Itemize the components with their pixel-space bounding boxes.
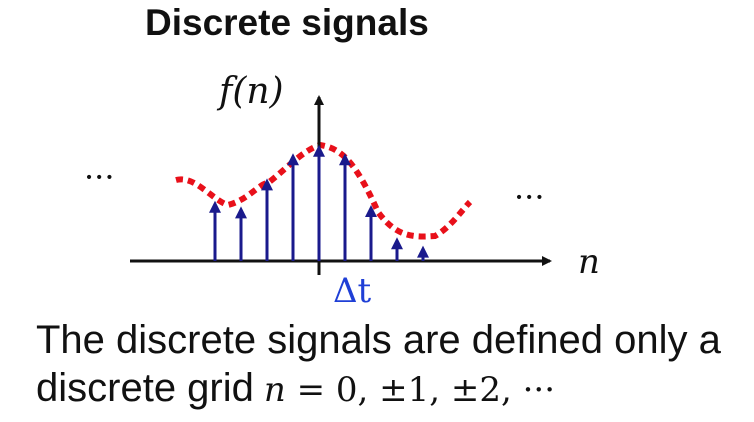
caption-line-2: discrete grid n = 0, ±1, ±2, ··· bbox=[36, 366, 555, 411]
sample-arrowhead bbox=[287, 153, 299, 166]
sample-arrowhead bbox=[261, 178, 273, 191]
slide-title: Discrete signals bbox=[145, 2, 429, 43]
grid-expression: n = 0, ±1, ±2, ··· bbox=[264, 370, 555, 410]
x-axis-label: n bbox=[578, 242, 600, 282]
left-ellipsis: ··· bbox=[84, 158, 115, 196]
sample-arrowhead bbox=[417, 245, 429, 258]
grid-values: = 0, ±1, ±2, ··· bbox=[285, 370, 556, 410]
continuous-signal-curve bbox=[175, 141, 473, 240]
caption-line-2-text: discrete grid bbox=[36, 366, 254, 410]
step-label: Δt bbox=[333, 271, 372, 311]
right-ellipsis: ··· bbox=[514, 178, 545, 216]
y-axis-label: f(n) bbox=[216, 71, 284, 112]
sample-arrowhead bbox=[339, 153, 351, 166]
sample-arrowhead bbox=[209, 200, 221, 213]
caption-line-1: The discrete signals are defined only a bbox=[36, 318, 721, 362]
sample-arrowhead bbox=[365, 205, 377, 217]
sample-arrowhead bbox=[235, 206, 247, 219]
sample-arrowhead bbox=[313, 144, 325, 157]
grid-variable: n bbox=[263, 370, 286, 410]
sample-arrowhead bbox=[391, 237, 403, 250]
sample-stems bbox=[209, 144, 429, 261]
